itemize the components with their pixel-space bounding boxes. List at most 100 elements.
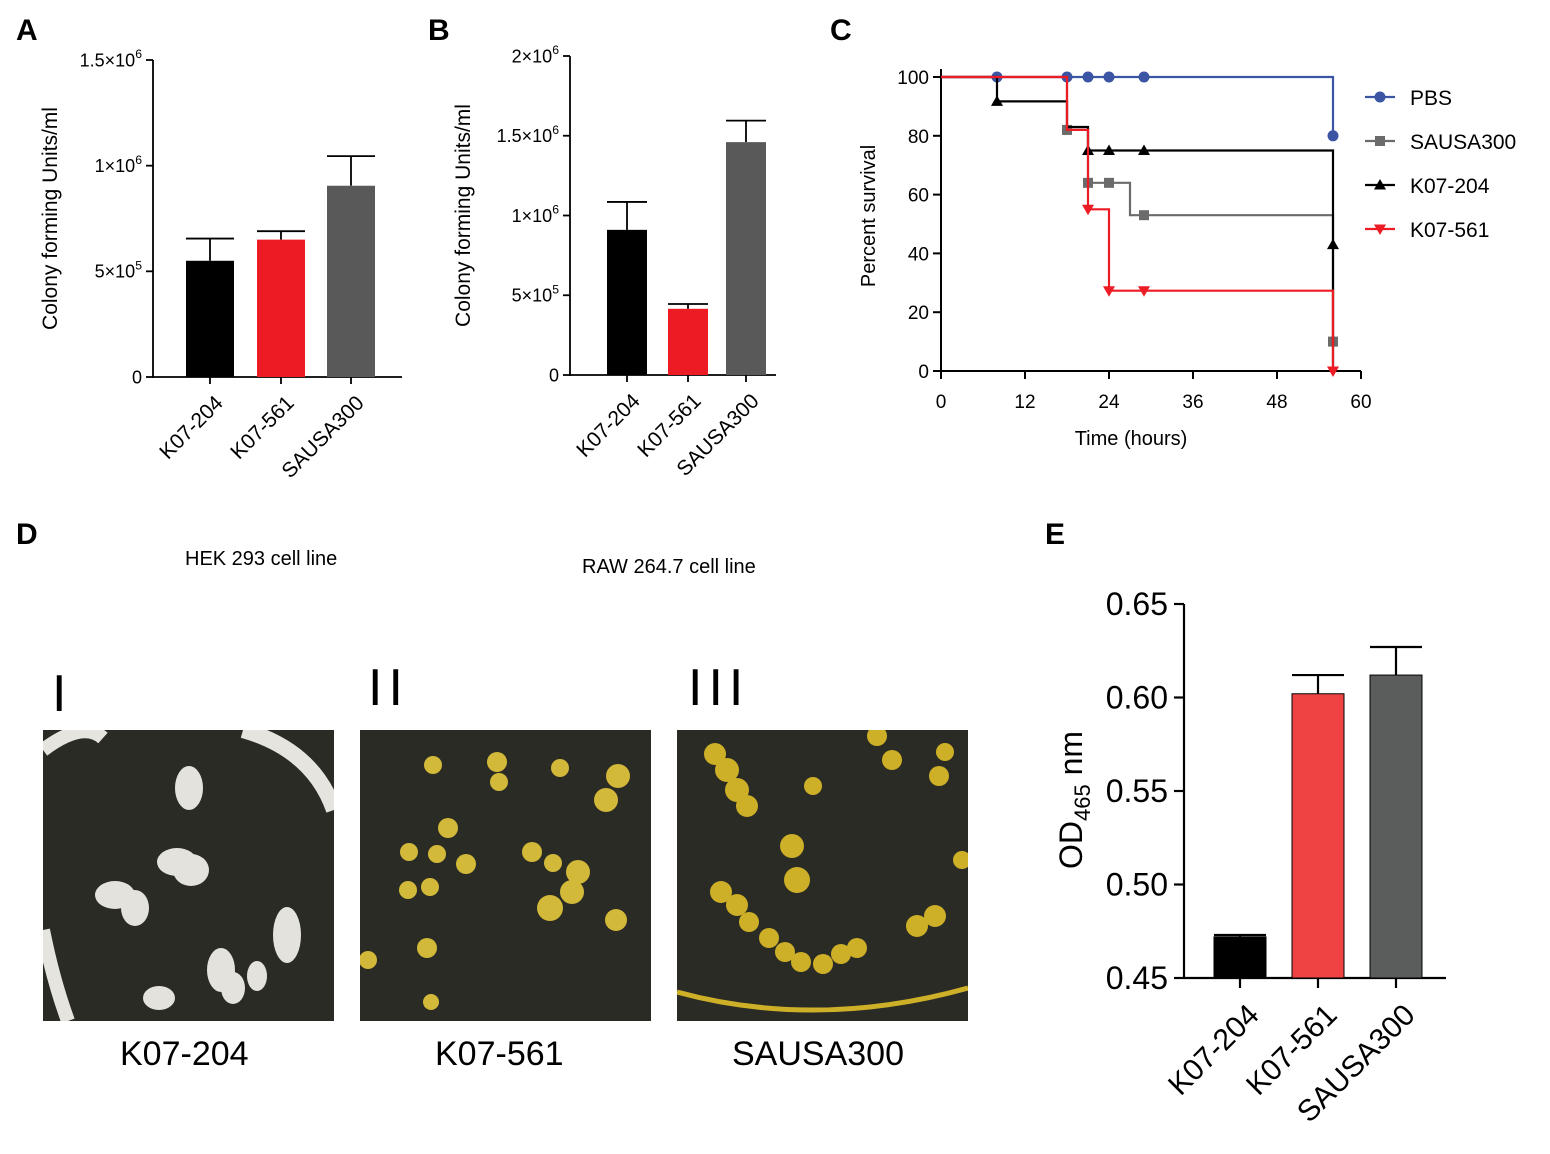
y-tick-label-b: 5×105	[512, 282, 560, 305]
y-axis-title-c: Percent survival	[858, 145, 880, 287]
marker-k07-204	[1138, 144, 1150, 155]
plate-numeral-3: III	[688, 659, 750, 717]
y-tick-label-exponent: 5	[552, 282, 559, 296]
series-k07-204	[941, 75, 1339, 371]
y-tick-label-e: 0.55	[1106, 773, 1168, 809]
x-tick-label-c: 60	[1350, 392, 1371, 413]
marker-sausa300	[1104, 177, 1114, 188]
plate-numeral-2: II	[368, 659, 409, 717]
y-tick-label-base: 0	[132, 367, 142, 387]
y-tick-label-e: 0.50	[1106, 867, 1168, 903]
panel-letter-d: D	[16, 518, 38, 551]
marker-pbs	[1082, 71, 1094, 83]
y-tick-label-e: 0.65	[1106, 586, 1168, 622]
y-tick-label-base: 1.5×10	[497, 126, 553, 146]
marker-k07-561	[1138, 286, 1150, 297]
y-tick-label-a: 0	[132, 367, 142, 387]
y-tick-label-exponent: 6	[135, 153, 142, 167]
x-tick-label-c: 0	[936, 392, 947, 413]
panel-letter-e: E	[1045, 518, 1066, 551]
y-tick-label-c: 80	[908, 127, 929, 148]
x-tick-label-c: 48	[1266, 392, 1287, 413]
y-tick-label-base: 1×10	[95, 156, 136, 176]
y-tick-label-b: 1×106	[512, 203, 560, 226]
legend-marker-pbs	[1374, 91, 1386, 103]
y-tick-label-b: 2×106	[512, 43, 560, 66]
y-tick-label-e: 0.45	[1106, 960, 1168, 996]
x-tick-label-c: 12	[1014, 392, 1035, 413]
plate-label-sausa300: SAUSA300	[732, 1035, 904, 1073]
marker-k07-561	[1327, 366, 1339, 377]
panel-letter-a: A	[16, 14, 38, 47]
y-tick-label-c: 40	[908, 244, 929, 265]
panel-letter-b: B	[428, 14, 450, 47]
bar-k07-204	[607, 229, 647, 375]
panel-letter-c: C	[830, 14, 852, 47]
marker-pbs	[1327, 130, 1339, 142]
bar-e-k07-561	[1291, 693, 1345, 979]
plate-label-k07-561: K07-561	[435, 1035, 564, 1073]
legend-label-sausa300: SAUSA300	[1410, 131, 1516, 154]
y-tick-label-e: 0.60	[1106, 680, 1168, 716]
plate-image-k07-204	[43, 730, 334, 1021]
plate-image-k07-561	[360, 730, 651, 1021]
x-tick-label-c: 24	[1098, 392, 1120, 413]
marker-k07-561	[1103, 286, 1115, 297]
bar-sausa300	[327, 185, 375, 377]
cell-line-label-hek: HEK 293 cell line	[185, 548, 338, 570]
y-axis-title-b: Colony forming Units/ml	[452, 104, 475, 327]
y-axis-title-a: Colony forming Units/ml	[39, 107, 62, 330]
x-axis-title-c: Time (hours)	[1075, 428, 1188, 450]
plate-numeral-1: I	[52, 665, 73, 723]
y-tick-label-base: 1×10	[512, 206, 553, 226]
y-tick-label-c: 60	[908, 186, 929, 207]
marker-sausa300	[1139, 210, 1149, 221]
y-tick-label-a: 5×105	[95, 259, 143, 282]
legend-label-k07-561: K07-561	[1410, 219, 1489, 242]
series-k07-561	[941, 75, 1339, 377]
y-tick-label-a: 1×106	[95, 153, 143, 176]
x-tick-label-c: 36	[1182, 392, 1203, 413]
legend-marker-k07-204	[1374, 179, 1386, 190]
y-tick-label-exponent: 6	[552, 203, 559, 217]
bar-k07-561	[668, 308, 708, 375]
y-tick-label-base: 5×10	[512, 286, 553, 306]
bar-k07-204	[186, 260, 234, 377]
legend-marker-k07-561	[1374, 224, 1386, 235]
cell-line-label-raw: RAW 264.7 cell line	[582, 556, 756, 578]
plate-image-sausa300	[677, 730, 968, 1021]
y-tick-label-b: 1.5×106	[497, 123, 560, 146]
legend-marker-sausa300	[1375, 136, 1385, 146]
y-tick-label-c: 0	[918, 362, 929, 383]
y-tick-label-c: 100	[897, 68, 929, 89]
y-axis-title-main: OD	[1053, 821, 1089, 869]
plate-label-k07-204: K07-204	[120, 1035, 249, 1073]
y-tick-label-base: 5×10	[95, 262, 136, 282]
y-axis-title-subscript: 465	[1070, 784, 1095, 821]
bar-sausa300	[726, 142, 766, 375]
bar-k07-561	[257, 239, 305, 377]
bar-e-k07-204	[1213, 936, 1267, 979]
marker-k07-204	[991, 95, 1003, 106]
survival-line-k07-204	[941, 75, 1335, 371]
y-tick-label-b: 0	[549, 365, 559, 385]
y-tick-label-exponent: 6	[135, 47, 142, 61]
legend-label-k07-204: K07-204	[1410, 175, 1490, 198]
marker-k07-204	[1103, 144, 1115, 155]
y-tick-label-base: 0	[549, 365, 559, 385]
y-tick-label-a: 1.5×106	[80, 47, 143, 70]
y-tick-label-exponent: 6	[552, 43, 559, 57]
legend-label-pbs: PBS	[1410, 87, 1452, 110]
y-axis-title-unit: nm	[1053, 731, 1089, 784]
y-tick-label-c: 20	[908, 303, 929, 324]
marker-k07-561	[1082, 204, 1094, 216]
y-axis-title-e: OD465 nm	[1053, 731, 1095, 869]
bar-e-sausa300	[1369, 674, 1423, 979]
y-tick-label-base: 1.5×10	[80, 50, 136, 70]
marker-k07-204	[1327, 238, 1339, 250]
marker-pbs	[1103, 71, 1115, 83]
y-tick-label-exponent: 5	[135, 259, 142, 273]
